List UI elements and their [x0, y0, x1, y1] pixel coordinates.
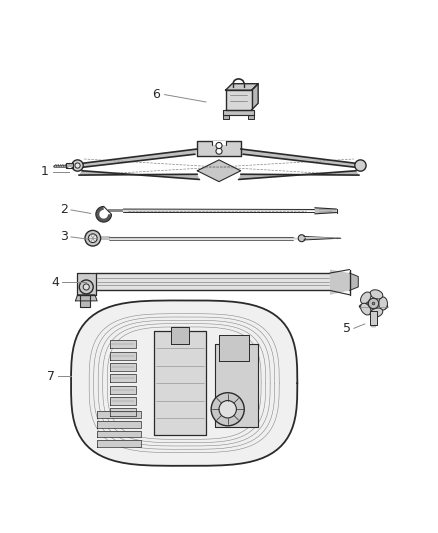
Polygon shape [304, 237, 341, 240]
Polygon shape [97, 431, 141, 437]
Polygon shape [330, 270, 350, 295]
Polygon shape [110, 375, 136, 382]
Ellipse shape [360, 303, 371, 315]
Polygon shape [101, 237, 110, 240]
Polygon shape [212, 141, 226, 144]
Polygon shape [110, 408, 136, 416]
Circle shape [75, 163, 80, 168]
Polygon shape [241, 149, 359, 168]
Ellipse shape [360, 292, 371, 304]
Polygon shape [226, 84, 258, 90]
Polygon shape [79, 149, 197, 168]
Circle shape [298, 235, 305, 241]
Polygon shape [171, 327, 188, 344]
Polygon shape [75, 295, 97, 301]
Circle shape [72, 160, 83, 171]
Circle shape [216, 142, 222, 149]
Polygon shape [71, 301, 297, 466]
Circle shape [79, 280, 93, 294]
Ellipse shape [370, 290, 383, 299]
Polygon shape [110, 341, 136, 349]
Circle shape [211, 393, 244, 426]
Ellipse shape [379, 297, 388, 310]
Circle shape [83, 284, 89, 290]
Polygon shape [110, 397, 136, 405]
Polygon shape [197, 141, 241, 156]
Circle shape [219, 400, 237, 418]
Polygon shape [110, 352, 136, 360]
Polygon shape [110, 386, 136, 393]
Polygon shape [80, 295, 90, 306]
Polygon shape [350, 273, 358, 290]
Polygon shape [110, 237, 302, 239]
Circle shape [88, 234, 97, 243]
Circle shape [85, 230, 101, 246]
Polygon shape [96, 273, 330, 290]
Text: 5: 5 [343, 322, 351, 335]
Polygon shape [215, 344, 258, 426]
Text: 4: 4 [52, 276, 60, 289]
Polygon shape [252, 84, 258, 110]
Circle shape [355, 160, 366, 171]
Polygon shape [123, 209, 323, 212]
Polygon shape [219, 335, 250, 361]
Ellipse shape [359, 303, 388, 310]
Text: 6: 6 [152, 88, 160, 101]
Circle shape [368, 298, 379, 309]
Polygon shape [154, 331, 206, 435]
Text: 3: 3 [60, 230, 68, 244]
Polygon shape [77, 273, 96, 295]
Polygon shape [110, 363, 136, 371]
Circle shape [372, 302, 375, 305]
Ellipse shape [370, 308, 383, 317]
Polygon shape [223, 116, 229, 118]
Polygon shape [371, 325, 377, 327]
Circle shape [216, 148, 222, 154]
Text: 7: 7 [47, 370, 56, 383]
Text: 2: 2 [60, 204, 68, 216]
Polygon shape [315, 208, 336, 214]
Polygon shape [197, 160, 241, 182]
Polygon shape [97, 421, 141, 427]
Polygon shape [248, 116, 254, 118]
Text: 1: 1 [41, 165, 49, 178]
Polygon shape [97, 411, 141, 418]
Polygon shape [223, 110, 254, 116]
Polygon shape [226, 90, 252, 110]
Polygon shape [96, 206, 112, 222]
Polygon shape [239, 171, 359, 180]
Polygon shape [371, 311, 377, 325]
Polygon shape [108, 209, 123, 212]
Polygon shape [67, 164, 73, 167]
Polygon shape [79, 171, 199, 180]
Polygon shape [97, 440, 141, 447]
